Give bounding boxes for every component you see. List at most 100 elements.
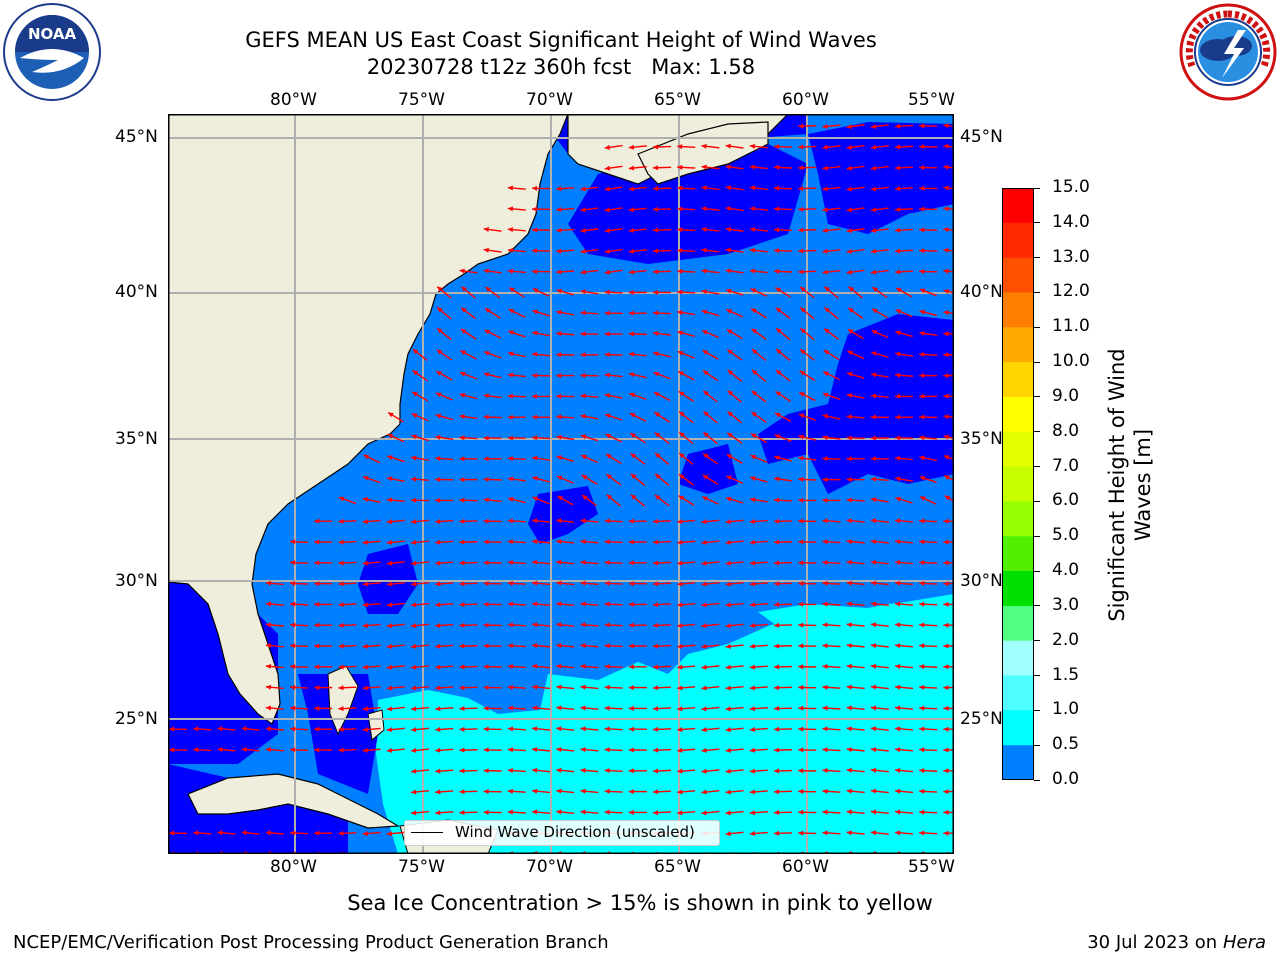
colorbar-segment [1002, 327, 1034, 363]
wind-arrow-head [654, 494, 661, 500]
wind-arrow-head [798, 643, 804, 649]
wind-arrow-head [532, 559, 538, 565]
wind-arrow-head [725, 539, 731, 545]
wind-arrow-head [628, 269, 635, 275]
wind-arrow-head [677, 227, 683, 233]
wind-arrow-head [604, 643, 610, 649]
wind-arrow-head [435, 413, 442, 419]
wind-arrow-head [580, 434, 587, 440]
wind-arrow-head [846, 643, 852, 649]
wind-arrow-head [943, 143, 949, 149]
wind-arrow-head [628, 622, 634, 628]
wind-arrow-head [919, 560, 925, 566]
wind-arrow-head [774, 810, 780, 816]
wind-arrow-head [508, 309, 515, 314]
wind-arrow-head [314, 830, 320, 836]
wind-arrow-head [870, 559, 877, 565]
wind-arrow-head [798, 726, 804, 732]
wind-arrow-head [556, 518, 562, 524]
wind-arrow-head [725, 623, 731, 629]
wind-arrow-head [725, 789, 731, 795]
wind-arrow-head [774, 434, 781, 439]
wind-arrow-head [870, 518, 877, 524]
wind-arrow-head [604, 165, 610, 171]
wind-arrow-head [919, 165, 925, 171]
wind-arrow-head [775, 287, 781, 293]
wind-arrow-head [435, 518, 441, 524]
wind-arrow-head [775, 412, 781, 418]
wind-arrow-head [459, 810, 465, 816]
wind-arrow-head [580, 601, 586, 607]
wind-arrow-head [750, 454, 757, 460]
wind-arrow-head [604, 310, 610, 316]
wind-arrow-head [556, 580, 562, 586]
wind-arrow-head [749, 268, 756, 274]
nws-logo [1178, 2, 1278, 102]
wind-arrow-head [314, 747, 320, 753]
wind-arrow-head [774, 497, 780, 503]
wind-arrow-head [798, 560, 804, 566]
wind-arrow-head [895, 559, 901, 565]
wind-arrow-head [532, 580, 538, 586]
wind-arrow-head [580, 580, 586, 586]
wind-arrow-head [338, 726, 344, 732]
wind-arrow-head [895, 206, 901, 212]
wind-arrow-head [653, 351, 659, 357]
colorbar-segment [1002, 362, 1034, 398]
wind-arrow-head [895, 165, 901, 171]
wind-arrow-head [580, 809, 586, 815]
wind-arrow-head [507, 560, 513, 566]
colorbar-segment [1002, 466, 1034, 503]
wind-arrow-head [532, 726, 538, 732]
wind-arrow-head [701, 268, 707, 274]
wind-arrow-head [846, 705, 852, 711]
wind-arrow-head [314, 581, 320, 587]
colorbar-segment [1002, 571, 1034, 607]
wind-arrow-head [701, 164, 707, 170]
wind-arrow-head [653, 371, 660, 377]
wind-arrow-head [848, 286, 855, 292]
wind-arrow-head [870, 124, 877, 129]
wind-arrow-head [774, 455, 780, 461]
wind-arrow-head [314, 685, 320, 691]
wind-arrow-head [919, 475, 926, 481]
lon-label-top-75w: 75°W [398, 90, 445, 110]
wind-arrow-head [459, 560, 465, 566]
wind-arrow-head [846, 622, 852, 628]
wind-arrow-head [653, 622, 659, 628]
wind-arrow-head [653, 144, 659, 150]
wind-arrow-head [556, 373, 562, 379]
wind-arrow-head [507, 414, 513, 420]
wind-arrow-head [725, 685, 731, 691]
wind-arrow-head [604, 518, 610, 524]
wind-arrow-head [217, 830, 223, 836]
wind-arrow-head [727, 369, 734, 376]
wind-arrow-head [943, 434, 950, 440]
wind-arrow-head [483, 372, 490, 378]
wind-arrow-head [507, 268, 514, 274]
wind-arrow-head [363, 454, 370, 460]
wind-arrow-head [460, 371, 466, 377]
wind-arrow-head [580, 186, 586, 192]
wind-arrow-head [507, 393, 513, 399]
wind-arrow-head [919, 788, 925, 794]
wind-arrow-head [822, 207, 828, 213]
wind-arrow-head [677, 289, 683, 295]
wind-arrow-head [774, 664, 780, 670]
wind-arrow-head [556, 809, 562, 815]
wind-arrow-head [605, 454, 612, 459]
wind-arrow-head [870, 705, 877, 711]
wind-arrow-head [436, 349, 443, 355]
colorbar-tick-mark [1034, 779, 1040, 781]
wind-arrow-head [919, 809, 925, 815]
wind-arrow-head [872, 287, 878, 293]
wind-arrow-head [701, 602, 707, 608]
wind-arrow-head [846, 747, 852, 753]
wind-arrow-head [703, 390, 709, 396]
wind-arrow-head [798, 705, 804, 711]
wind-arrow-head [604, 393, 611, 399]
wind-arrow-head [749, 810, 755, 816]
wind-arrow-head [411, 789, 417, 795]
colorbar-tick-label: 4.0 [1052, 560, 1080, 581]
wind-arrow-head [483, 476, 489, 482]
